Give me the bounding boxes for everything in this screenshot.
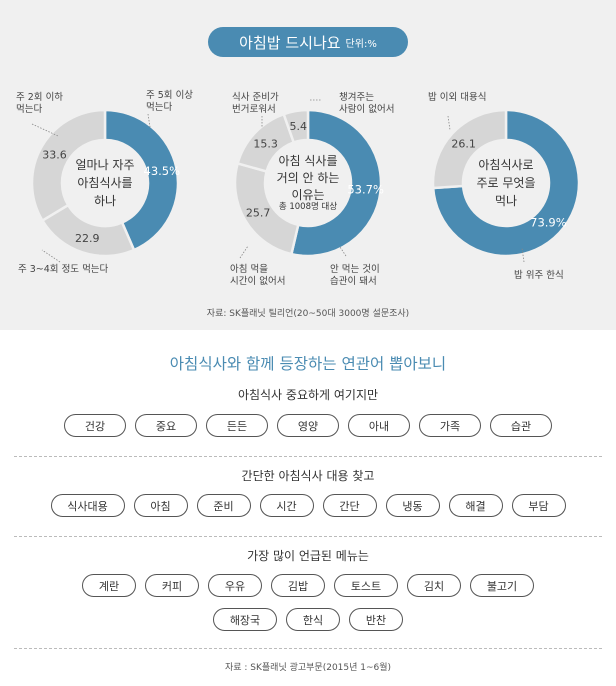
keyword-chip: 해장국 <box>213 608 277 631</box>
keyword-chip: 커피 <box>145 574 199 597</box>
section-title-importance: 아침식사 중요하게 여기지만 <box>237 388 379 402</box>
slice-category-label: 아침 먹을 <box>230 264 268 275</box>
section-divider <box>14 456 602 457</box>
donut-center-label: 이유는 <box>291 188 324 202</box>
slice-category-label: 식사 준비가 <box>232 92 279 103</box>
leader-line <box>147 113 151 128</box>
slice-value-label: 5.4 <box>289 120 307 133</box>
keyword-chip: 건강 <box>64 414 126 437</box>
keyword-chip: 한식 <box>286 608 340 631</box>
keyword-chip: 아내 <box>348 414 410 437</box>
section-title-substitute: 간단한 아침식사 대용 찾고 <box>241 469 375 483</box>
infographic-title: 아침밥 드시나요 단위:% <box>208 27 408 57</box>
slice-category-label: 챙겨주는 <box>339 92 374 103</box>
donut-slice <box>431 108 581 258</box>
donut-slice <box>103 108 180 252</box>
leader-line <box>447 115 451 131</box>
keyword-chip: 든든 <box>206 414 268 437</box>
donut-center-label: 아침식사를 <box>77 176 132 190</box>
chip-row-importance: 건강 중요 든든 영양 아내 가족 습관 <box>0 414 616 437</box>
unit-text: 단위:% <box>345 38 377 50</box>
slice-value-label: 26.1 <box>451 137 476 150</box>
chip-row-menu-1: 계란 커피 우유 김밥 토스트 김치 불고기 <box>0 574 616 597</box>
donut-center-label: 먹나 <box>495 194 517 208</box>
keyword-chip: 시간 <box>259 494 314 517</box>
keyword-chip: 가족 <box>419 414 481 437</box>
keyword-chip: 반찬 <box>349 608 403 631</box>
keyword-chip: 아침 <box>133 494 188 517</box>
keyword-chip: 계란 <box>82 574 136 597</box>
slice-value-label: 25.7 <box>246 207 271 220</box>
keyword-chip: 식사대용 <box>50 494 125 517</box>
section-divider <box>14 648 602 649</box>
keyword-source: 자료 : SK플래닛 광고부문(2015년 1~6월) <box>224 663 392 673</box>
keyword-chip: 불고기 <box>470 574 534 597</box>
slice-category-label: 먹는다 <box>146 102 172 113</box>
donut-slice <box>289 108 383 258</box>
survey-source: 자료: SK플래닛 틸리언(20~50대 3000명 설문조사) <box>206 309 410 319</box>
slice-value-label: 33.6 <box>42 148 67 161</box>
slice-category-label: 주 2회 이하 <box>16 91 63 103</box>
keyword-chip: 간단 <box>322 494 377 517</box>
leader-line <box>41 249 61 263</box>
donut-slice <box>30 108 107 223</box>
slice-category-label: 먹는다 <box>16 104 42 115</box>
section-divider <box>14 536 602 537</box>
donut-center-label: 아침식사로 <box>478 158 533 172</box>
leader-line <box>339 246 347 257</box>
slice-category-label: 사람이 없어서 <box>339 103 394 115</box>
donut-center-label: 거의 안 하는 <box>277 171 340 185</box>
keyword-chip: 습관 <box>490 414 552 437</box>
slice-category-label: 번거로워서 <box>232 104 276 115</box>
chip-row-menu-2: 해장국 한식 반찬 <box>0 608 616 631</box>
slice-value-label: 73.9% <box>530 216 567 230</box>
donut-center-label: 하나 <box>94 194 116 208</box>
keyword-chip: 준비 <box>196 494 251 517</box>
slice-value-label: 22.9 <box>75 232 100 245</box>
donut-center-sublabel: 총 1008명 대상 <box>279 201 337 212</box>
leader-line <box>521 247 525 263</box>
slice-category-label: 주 5회 이상 <box>146 90 193 101</box>
keyword-chip: 해결 <box>448 494 503 517</box>
keyword-chip: 중요 <box>135 414 197 437</box>
slice-category-label: 주 3~4회 정도 먹는다 <box>18 264 109 275</box>
section-title-menu: 가장 많이 언급된 메뉴는 <box>247 549 369 563</box>
slice-value-label: 43.5% <box>144 164 181 178</box>
title-text: 아침밥 드시나요 <box>239 33 341 52</box>
donut-center-label: 아침 식사를 <box>278 154 337 168</box>
slice-category-label: 안 먹는 것이 <box>330 264 380 275</box>
donut-center-label: 얼마나 자주 <box>75 158 134 172</box>
slice-category-label: 시간이 없어서 <box>230 275 285 287</box>
slice-category-label: 밥 위주 한식 <box>514 269 564 281</box>
donut-slice <box>282 108 310 145</box>
keyword-chip: 김밥 <box>271 574 325 597</box>
leader-line <box>239 245 249 259</box>
keyword-chip: 부담 <box>511 494 566 517</box>
slice-category-label: 습관이 돼서 <box>330 276 377 287</box>
keyword-chip: 토스트 <box>334 574 398 597</box>
keyword-chip: 김치 <box>407 574 461 597</box>
donut-slice <box>431 108 508 190</box>
keyword-chip: 영양 <box>277 414 339 437</box>
slice-value-label: 53.7% <box>347 183 384 197</box>
slice-value-label: 15.3 <box>253 137 278 150</box>
keyword-chip: 우유 <box>208 574 262 597</box>
keywords-title: 아침식사와 함께 등장하는 연관어 뽑아보니 <box>169 355 447 373</box>
donut-center-label: 주로 무엇을 <box>476 176 535 190</box>
slice-category-label: 밥 이외 대용식 <box>428 91 486 103</box>
keyword-chip: 냉동 <box>385 494 440 517</box>
chip-row-substitute: 식사대용 아침 준비 시간 간단 냉동 해결 부담 <box>0 494 616 517</box>
